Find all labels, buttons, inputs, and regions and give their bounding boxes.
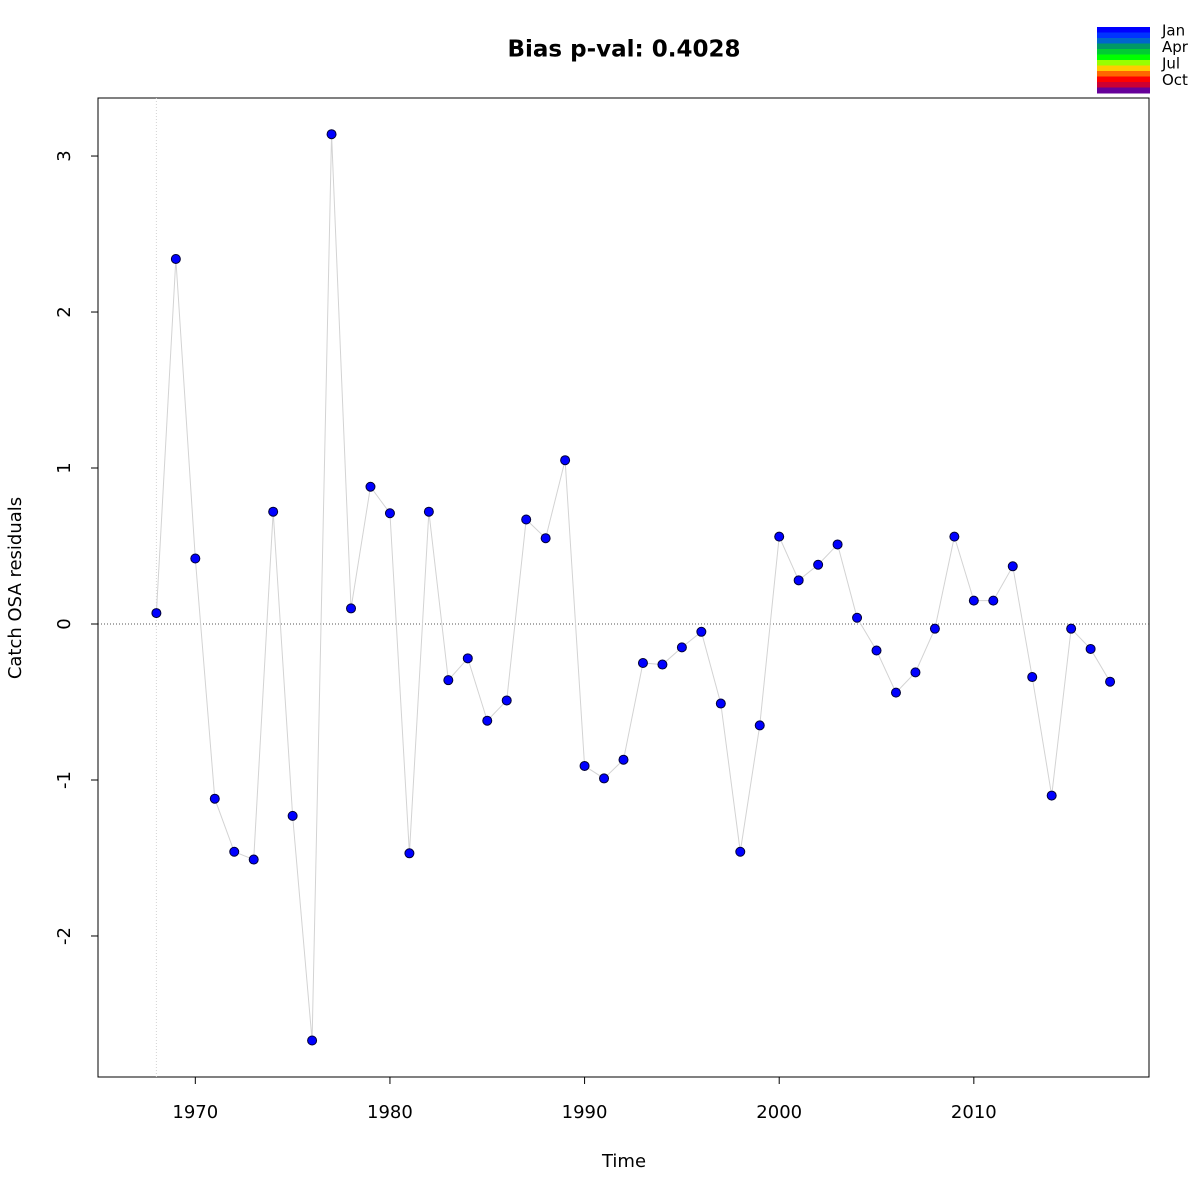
point (384, 508, 395, 519)
legend-swatch (1097, 65, 1150, 72)
point (268, 506, 279, 517)
point (774, 531, 785, 542)
point (1066, 623, 1077, 634)
legend-swatch (1097, 87, 1150, 94)
x-tick-label: 2000 (756, 1102, 802, 1123)
point (599, 773, 610, 784)
legend-label: Oct (1162, 71, 1188, 89)
point (307, 1035, 318, 1046)
legend-swatch (1097, 43, 1150, 50)
point (754, 720, 765, 731)
point (871, 645, 882, 656)
point (462, 653, 473, 664)
point (813, 559, 824, 570)
point (676, 642, 687, 653)
point (229, 846, 240, 857)
point (209, 793, 220, 804)
point (404, 848, 415, 859)
point (657, 659, 668, 670)
point (501, 695, 512, 706)
point (715, 698, 726, 709)
point (151, 608, 162, 619)
x-axis-label: Time (601, 1151, 646, 1172)
point (1007, 561, 1018, 572)
y-axis-label: Catch OSA residuals (5, 497, 26, 679)
point (287, 810, 298, 821)
point (929, 623, 940, 634)
legend-swatch (1097, 71, 1150, 77)
point (1027, 672, 1038, 683)
point (637, 657, 648, 668)
x-tick-label: 1970 (172, 1102, 218, 1123)
chart-title: Bias p-val: 0.4028 (508, 37, 741, 63)
y-tick-label: 2 (54, 306, 75, 317)
legend-label: Jan (1161, 22, 1185, 40)
point (579, 760, 590, 771)
point (326, 129, 337, 140)
series-line (155, 134, 1111, 1041)
point (365, 481, 376, 492)
x-tick-label: 2010 (951, 1102, 997, 1123)
legend-swatch (1097, 54, 1150, 61)
legend-swatch (1097, 38, 1150, 44)
legend-label: Jul (1161, 55, 1180, 73)
point (968, 595, 979, 606)
point (423, 506, 434, 517)
point (1105, 676, 1116, 687)
point (443, 675, 454, 686)
point (832, 539, 843, 550)
point (735, 846, 746, 857)
point (852, 612, 863, 623)
y-tick-label: -1 (54, 771, 75, 789)
point (696, 626, 707, 637)
point (346, 603, 357, 614)
point (890, 687, 901, 698)
legend-label: Apr (1162, 38, 1189, 56)
y-tick-label: -2 (54, 927, 75, 945)
x-tick-label: 1990 (562, 1102, 608, 1123)
legend-swatch (1097, 32, 1150, 39)
point (540, 533, 551, 544)
legend-swatch (1097, 60, 1150, 66)
point (190, 553, 201, 564)
point (793, 575, 804, 586)
point (910, 667, 921, 678)
y-tick-label: 0 (54, 618, 75, 629)
point (521, 514, 532, 525)
legend-swatch (1097, 76, 1150, 83)
point (482, 715, 493, 726)
legend-swatch (1097, 49, 1150, 55)
y-tick-label: 1 (54, 462, 75, 473)
point (1085, 643, 1096, 654)
point (560, 455, 571, 466)
point (170, 253, 181, 264)
point (1046, 790, 1057, 801)
point (988, 595, 999, 606)
legend-swatch (1097, 82, 1150, 88)
plot-frame (97, 97, 1150, 1078)
point (949, 531, 960, 542)
x-tick-label: 1980 (367, 1102, 413, 1123)
y-tick-label: 3 (54, 150, 75, 161)
point (618, 754, 629, 765)
point (248, 854, 259, 865)
legend-swatch (1097, 27, 1150, 33)
